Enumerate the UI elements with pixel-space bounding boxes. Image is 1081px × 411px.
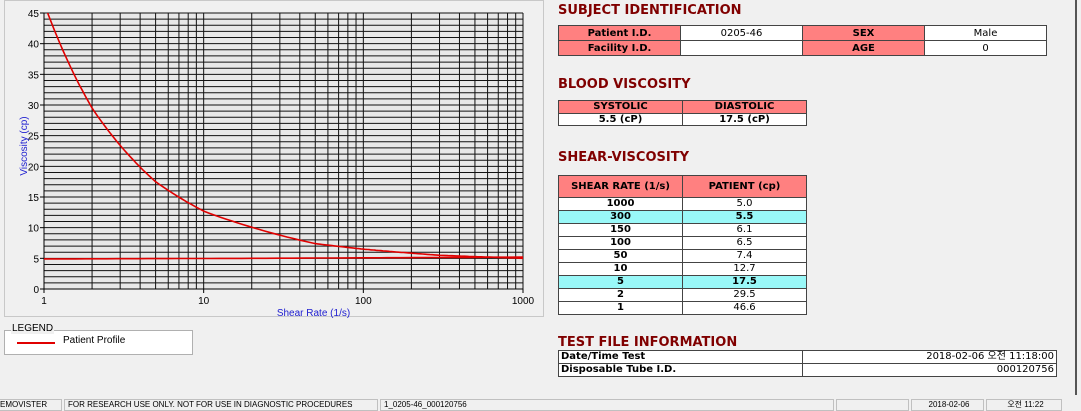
shear-rate-cell: 100 [558,236,683,250]
x-tick-label: 100 [355,296,372,307]
date-time-value: 2018-02-06 오전 11:18:00 [802,350,1057,364]
age-label: AGE [802,40,925,56]
legend-title: LEGEND [11,323,55,334]
shear-rate-cell: 1000 [558,197,683,211]
viscosity-chart: 0 5 10 15 20 25 30 35 40 45 1 10 100 1000 Shear Rate (… [19,9,535,318]
y-tick-label: 25 [28,132,40,143]
legend-label: Patient Profile [63,335,126,346]
shear-row: 2 29.5 [558,288,807,302]
patient-id-label: Patient I.D. [558,25,681,41]
patient-header: PATIENT (cp) [682,175,807,198]
shear-rate-cell: 300 [558,210,683,224]
facility-id-value [680,40,803,56]
shear-row: 100 6.5 [558,236,807,250]
y-tick-label: 45 [28,9,40,20]
y-axis-label: Viscosity (cp) [19,116,30,175]
status-notice: FOR RESEARCH USE ONLY. NOT FOR USE IN DI… [64,399,378,411]
subject-title: SUBJECT IDENTIFICATION [558,3,742,18]
blood-viscosity-table: SYSTOLIC DIASTOLIC 5.5 (cP) 17.5 (cP) [558,100,807,126]
y-tick-label: 15 [28,193,40,204]
shear-viscosity-title: SHEAR-VISCOSITY [558,150,689,165]
diastolic-value: 17.5 (cP) [682,113,807,126]
date-time-label: Date/Time Test [557,350,804,364]
shear-row: 1000 5.0 [558,197,807,211]
x-tick-label: 10 [198,296,210,307]
legend-line-swatch [17,342,55,344]
patient-viscosity-cell: 5.0 [682,197,807,211]
shear-viscosity-table: SHEAR RATE (1/s) PATIENT (cp) 1000 5.0 300 5… [558,175,807,315]
patient-viscosity-cell: 7.4 [682,249,807,263]
y-tick-label: 35 [28,70,40,81]
diastolic-label: DIASTOLIC [682,100,807,114]
y-tick-label: 30 [28,101,40,112]
shear-rate-cell: 5 [558,275,683,289]
vertical-divider [1075,0,1077,395]
y-tick-label: 0 [33,285,39,296]
x-tick-label: 1000 [512,296,535,307]
shear-rate-cell: 150 [558,223,683,237]
legend: LEGEND Patient Profile [4,323,193,355]
shear-row: 5 17.5 [558,275,807,289]
blood-viscosity-title: BLOOD VISCOSITY [558,77,691,92]
patient-viscosity-cell: 6.1 [682,223,807,237]
systolic-value: 5.5 (cP) [558,113,683,126]
patient-viscosity-cell: 6.5 [682,236,807,250]
age-value: 0 [924,40,1047,56]
y-tick-label: 10 [28,224,40,235]
systolic-label: SYSTOLIC [558,100,683,114]
shear-row: 50 7.4 [558,249,807,263]
patient-viscosity-cell: 5.5 [682,210,807,224]
tube-id-label: Disposable Tube I.D. [557,363,804,377]
status-file: 1_0205-46_000120756 [380,399,834,411]
status-blank [836,399,909,411]
patient-viscosity-cell: 46.6 [682,301,807,315]
shear-rate-header: SHEAR RATE (1/s) [558,175,683,198]
sex-value: Male [924,25,1047,41]
x-tick-label: 1 [41,296,47,307]
patient-viscosity-cell: 29.5 [682,288,807,302]
patient-viscosity-cell: 17.5 [682,275,807,289]
status-time: 오전 11:22 [986,399,1062,411]
patient-viscosity-cell: 12.7 [682,262,807,276]
facility-id-label: Facility I.D. [558,40,681,56]
shear-row: 10 12.7 [558,262,807,276]
tube-id-value: 000120756 [802,363,1057,377]
status-bar: EMOVISTER FOR RESEARCH USE ONLY. NOT FOR… [0,399,1081,411]
plot-area [44,13,523,289]
x-axis-label: Shear Rate (1/s) [277,308,350,318]
y-tick-label: 40 [28,40,40,51]
shear-rate-cell: 2 [558,288,683,302]
reference-line [44,256,523,260]
patient-id-value: 0205-46 [680,25,803,41]
shear-row: 1 46.6 [558,301,807,315]
shear-rate-cell: 1 [558,301,683,315]
shear-rate-cell: 50 [558,249,683,263]
sex-label: SEX [802,25,925,41]
shear-row: 150 6.1 [558,223,807,237]
y-tick-label: 20 [28,162,40,173]
shear-rate-cell: 10 [558,262,683,276]
test-file-table: Date/Time Test 2018-02-06 오전 11:18:00 Dis… [557,350,1057,377]
status-app: EMOVISTER [0,399,62,411]
subject-table: Patient I.D. 0205-46 SEX Male Facility I.D.… [558,25,1047,56]
status-date: 2018-02-06 [911,399,984,411]
chart-panel: 0 5 10 15 20 25 30 35 40 45 1 10 100 1000 Shear Rate (… [4,0,544,318]
shear-row: 300 5.5 [558,210,807,224]
y-tick-label: 5 [33,254,39,265]
test-file-title: TEST FILE INFORMATION [558,335,738,350]
patient-profile-line [46,13,523,260]
